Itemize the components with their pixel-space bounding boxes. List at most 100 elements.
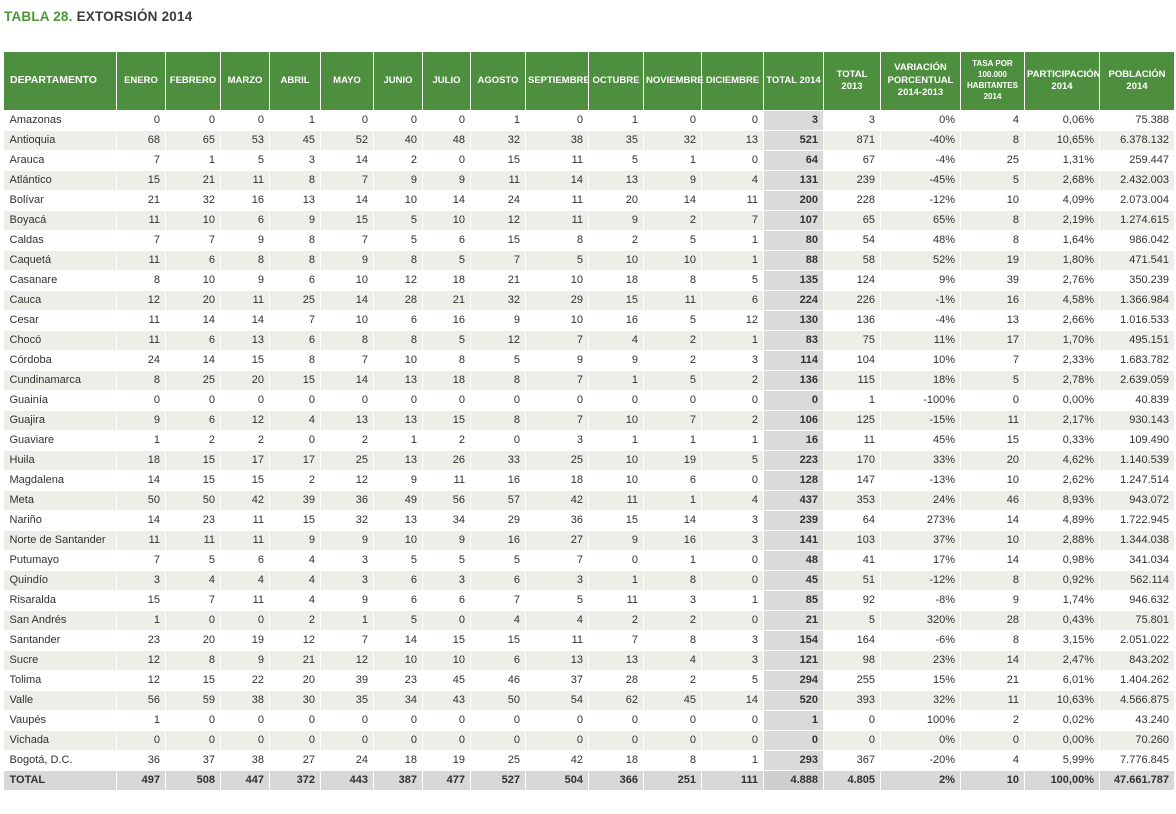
cell-total_2013: 67 bbox=[823, 150, 881, 171]
data-row: Valle 56 59 38 30 35 34 43 50 54 62 45 14 520 393 32% 11… bbox=[3, 690, 1175, 711]
cell-variacion: 11% bbox=[880, 330, 961, 351]
cell-poblacion: 341.034 bbox=[1099, 550, 1175, 571]
cell-total_2014: 223 bbox=[763, 450, 824, 471]
cell-poblacion: 1.404.262 bbox=[1099, 670, 1175, 691]
cell-marzo: 9 bbox=[220, 230, 270, 251]
department-cell: Sucre bbox=[3, 650, 117, 671]
cell-enero: 8 bbox=[116, 270, 166, 291]
cell-tasa: 11 bbox=[960, 690, 1025, 711]
cell-poblacion: 1.344.038 bbox=[1099, 530, 1175, 551]
cell-enero: 14 bbox=[116, 510, 166, 531]
cell-junio: 5 bbox=[373, 230, 423, 251]
cell-participacion: 0,92% bbox=[1024, 570, 1100, 591]
cell-febrero: 20 bbox=[165, 290, 221, 311]
cell-noviembre: 8 bbox=[643, 570, 702, 591]
department-cell: Huila bbox=[3, 450, 117, 471]
cell-noviembre: 0 bbox=[643, 710, 702, 731]
cell-mayo: 10 bbox=[320, 270, 374, 291]
cell-participacion: 4,62% bbox=[1024, 450, 1100, 471]
data-row: Bolívar 21 32 16 13 14 10 14 24 11 20 14 11 200 228 -12… bbox=[3, 190, 1175, 211]
cell-agosto: 7 bbox=[470, 590, 526, 611]
cell-marzo: 42 bbox=[220, 490, 270, 511]
cell-enero: 1 bbox=[116, 610, 166, 631]
cell-noviembre: 2 bbox=[643, 610, 702, 631]
cell-poblacion: 1.274.615 bbox=[1099, 210, 1175, 231]
cell-agosto: 15 bbox=[470, 150, 526, 171]
cell-variacion: -15% bbox=[880, 410, 961, 431]
cell-agosto: 0 bbox=[470, 730, 526, 751]
cell-total_2014: 200 bbox=[763, 190, 824, 211]
cell-julio: 6 bbox=[422, 590, 471, 611]
cell-agosto: 29 bbox=[470, 510, 526, 531]
cell-participacion: 2,76% bbox=[1024, 270, 1100, 291]
cell-enero: 14 bbox=[116, 470, 166, 491]
cell-poblacion: 43.240 bbox=[1099, 710, 1175, 731]
cell-noviembre: 0 bbox=[643, 110, 702, 131]
cell-mayo: 1 bbox=[320, 610, 374, 631]
cell-mayo: 12 bbox=[320, 470, 374, 491]
cell-variacion: 23% bbox=[880, 650, 961, 671]
cell-septiembre: 7 bbox=[525, 370, 589, 391]
cell-mayo: 13 bbox=[320, 410, 374, 431]
cell-tasa: 4 bbox=[960, 750, 1025, 771]
data-row: Risaralda 15 7 11 4 9 6 6 7 5 11 3 1 85 92 -8% 9 1,74% 946… bbox=[3, 590, 1175, 611]
cell-variacion: -6% bbox=[880, 630, 961, 651]
cell-poblacion: 1.683.782 bbox=[1099, 350, 1175, 371]
cell-febrero: 6 bbox=[165, 410, 221, 431]
cell-marzo: 5 bbox=[220, 150, 270, 171]
cell-julio: 0 bbox=[422, 610, 471, 631]
cell-tasa: 14 bbox=[960, 650, 1025, 671]
department-cell: Guainía bbox=[3, 390, 117, 411]
cell-variacion: 15% bbox=[880, 670, 961, 691]
cell-septiembre: 8 bbox=[525, 230, 589, 251]
cell-total_2013: 367 bbox=[823, 750, 881, 771]
data-row: Chocó 11 6 13 6 8 8 5 12 7 4 2 1 83 75 11% 17 1,70% 495.15… bbox=[3, 330, 1175, 351]
cell-septiembre: 11 bbox=[525, 190, 589, 211]
cell-mayo: 15 bbox=[320, 210, 374, 231]
cell-octubre: 0 bbox=[588, 710, 644, 731]
cell-poblacion: 495.151 bbox=[1099, 330, 1175, 351]
cell-mayo: 35 bbox=[320, 690, 374, 711]
cell-octubre: 2 bbox=[588, 610, 644, 631]
cell-febrero: 11 bbox=[165, 530, 221, 551]
cell-total_2014: 45 bbox=[763, 570, 824, 591]
cell-abril: 1 bbox=[269, 110, 321, 131]
cell-tasa: 21 bbox=[960, 670, 1025, 691]
cell-agosto: 11 bbox=[470, 170, 526, 191]
cell-mayo: 39 bbox=[320, 670, 374, 691]
cell-participacion: 5,99% bbox=[1024, 750, 1100, 771]
cell-mayo: 9 bbox=[320, 250, 374, 271]
cell-junio: 6 bbox=[373, 590, 423, 611]
cell-tasa: 14 bbox=[960, 550, 1025, 571]
cell-total_2014: 136 bbox=[763, 370, 824, 391]
table-title-text: EXTORSIÓN 2014 bbox=[76, 9, 193, 24]
cell-marzo: 22 bbox=[220, 670, 270, 691]
cell-enero: 12 bbox=[116, 670, 166, 691]
cell-total_2013: 58 bbox=[823, 250, 881, 271]
cell-total_2014: 106 bbox=[763, 410, 824, 431]
cell-total_2013: 115 bbox=[823, 370, 881, 391]
cell-febrero: 6 bbox=[165, 250, 221, 271]
cell-junio: 8 bbox=[373, 250, 423, 271]
department-cell: Putumayo bbox=[3, 550, 117, 571]
cell-total_2013: 239 bbox=[823, 170, 881, 191]
cell-julio: 0 bbox=[422, 710, 471, 731]
cell-marzo: 4 bbox=[220, 570, 270, 591]
cell-julio: 0 bbox=[422, 390, 471, 411]
cell-total_2014: 224 bbox=[763, 290, 824, 311]
cell-septiembre: 29 bbox=[525, 290, 589, 311]
cell-variacion: -12% bbox=[880, 190, 961, 211]
cell-poblacion: 2.432.003 bbox=[1099, 170, 1175, 191]
data-row: Norte de Santander 11 11 11 9 9 10 9 16 27 9 16 3 141… bbox=[3, 530, 1175, 551]
cell-junio: 0 bbox=[373, 110, 423, 131]
cell-poblacion: 2.051.022 bbox=[1099, 630, 1175, 651]
cell-total_2013: 1 bbox=[823, 390, 881, 411]
cell-septiembre: 10 bbox=[525, 310, 589, 331]
cell-junio: 6 bbox=[373, 570, 423, 591]
cell-abril: 15 bbox=[269, 370, 321, 391]
cell-marzo: 11 bbox=[220, 290, 270, 311]
cell-junio: 2 bbox=[373, 150, 423, 171]
cell-total_2013: 92 bbox=[823, 590, 881, 611]
cell-junio: 8 bbox=[373, 330, 423, 351]
cell-total_2014: 121 bbox=[763, 650, 824, 671]
